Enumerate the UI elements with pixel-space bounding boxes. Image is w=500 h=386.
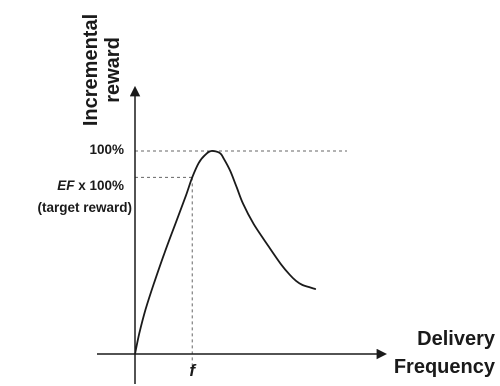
target-reward-label-line1: EF x 100% <box>57 178 124 193</box>
ef-multiplier-label: x 100% <box>74 178 124 193</box>
max-reward-label: 100% <box>89 142 124 157</box>
target-reward-label-line2: (target reward) <box>37 200 132 215</box>
y-axis-title-line1: Incremental <box>80 14 102 126</box>
x-axis-title-line1: Delivery <box>417 328 496 350</box>
reward-curve <box>134 150 317 355</box>
frequency-marker-label: f <box>189 361 197 380</box>
y-axis-title-line2: reward <box>102 37 124 103</box>
y-axis-title: Incremental reward <box>80 14 124 126</box>
x-axis-title-line2: Frequency <box>394 356 496 378</box>
ef-label: EF <box>57 178 75 193</box>
